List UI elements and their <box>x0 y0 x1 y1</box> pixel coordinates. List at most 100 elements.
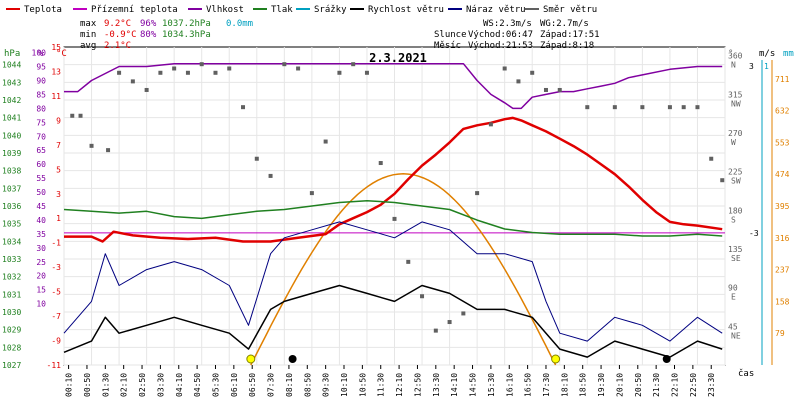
stats-max-press: 1037.2hPa <box>162 19 211 29</box>
moonset-marker <box>288 355 297 363</box>
x-tick-label: 02:10 <box>120 373 129 397</box>
wind-direction-point <box>667 105 672 110</box>
wind-direction-point <box>433 328 438 333</box>
temperature-tick-label: 11 <box>51 92 61 101</box>
wind-direction-point <box>557 87 562 92</box>
pressure-tick-label: 1040 <box>2 131 21 140</box>
humidity-tick-label: 10 <box>36 300 46 309</box>
pressure-tick-label: 1033 <box>2 255 21 264</box>
x-axis: 00:10 00:50 01:30 02:10 02:50 03:30 04:10 04:50… <box>65 365 716 397</box>
wind-dir-tick-label: 360 <box>728 52 743 61</box>
wind-direction-point <box>323 139 328 144</box>
stats-min-label: min <box>80 30 96 40</box>
wind-dir-tick-compass: W <box>731 138 736 147</box>
pressure-tick-label: 1028 <box>2 343 21 352</box>
humidity-tick-label: 85 <box>36 90 46 99</box>
wind-direction-point <box>172 66 177 71</box>
wind-direction-point <box>144 87 149 92</box>
legend-label: Přízemní teplota <box>91 5 178 15</box>
temperature-tick-label: 13 <box>51 67 61 76</box>
pressure-tick-label: 1043 <box>2 78 21 87</box>
humidity-tick-label: 60 <box>36 160 46 169</box>
humidity-tick-label: 20 <box>36 272 46 281</box>
solar-radiation-curve <box>250 173 557 366</box>
legend-label: Tlak <box>271 5 293 15</box>
wind-direction-point <box>640 105 645 110</box>
humidity-tick-label: 95 <box>36 63 46 72</box>
x-tick-label: 10:10 <box>340 373 349 397</box>
x-tick-label: 22:50 <box>689 373 698 397</box>
wind-dir-tick-compass: NE <box>731 331 741 340</box>
x-tick-label: 08:50 <box>303 373 312 397</box>
humidity-tick-label: 65 <box>36 146 46 155</box>
x-tick-label: 16:50 <box>524 373 533 397</box>
solar-tick-label: 395 <box>775 202 790 211</box>
pressure-tick-label: 1039 <box>2 149 21 158</box>
wind-direction-point <box>89 143 94 148</box>
legend-label: Rychlost větru <box>368 5 444 15</box>
wind-direction-point <box>530 70 535 75</box>
wind-direction-point <box>585 105 590 110</box>
wind-direction-point <box>70 113 75 118</box>
legend-label: Vlhkost <box>206 5 244 15</box>
sun-set: Západ:17:51 <box>540 30 600 40</box>
legend-label: Náraz větru <box>466 5 526 15</box>
humidity-tick-label: 25 <box>36 258 46 267</box>
legend-label: Teplota <box>24 5 62 15</box>
humidity-tick-label: 80 <box>36 104 46 113</box>
pressure-tick-label: 1035 <box>2 220 21 229</box>
x-tick-label: 20:50 <box>634 373 643 397</box>
humidity-tick-label: 50 <box>36 188 46 197</box>
sunset-marker <box>551 354 561 364</box>
rain-tick-label: 1 <box>764 62 769 71</box>
sun-rise: Východ:06:47 <box>468 30 533 40</box>
data-series <box>63 62 725 366</box>
wind-direction-point <box>351 62 356 67</box>
solar-tick-label: 237 <box>775 266 790 275</box>
wind-direction-point <box>117 70 122 75</box>
wind-speed-unit: m/s <box>759 49 775 59</box>
pressure-tick-label: 1042 <box>2 96 21 105</box>
wind-direction-point <box>461 311 466 316</box>
x-tick-label: 18:50 <box>579 373 588 397</box>
wind-speed-tick-label: -3 <box>749 229 759 238</box>
wind-direction-point <box>406 259 411 264</box>
stats-min-temp: -0.9°C <box>104 30 137 40</box>
wind-gust-line <box>63 221 723 342</box>
humidity-tick-label: 35 <box>36 230 46 239</box>
wind-dir-tick-label: 315 <box>728 90 743 99</box>
humidity-tick-label: 30 <box>36 244 46 253</box>
moon-set: Západ:8:18 <box>540 41 594 51</box>
wind-direction-point <box>185 70 190 75</box>
wind-dir-tick-label: 135 <box>728 245 743 254</box>
wind-dir-tick-label: 180 <box>728 206 743 215</box>
x-tick-label: 07:30 <box>267 373 276 397</box>
x-tick-label: 04:50 <box>193 373 202 397</box>
x-tick-label: 02:50 <box>138 373 147 397</box>
x-tick-label: 13:30 <box>432 373 441 397</box>
sun-label: Slunce <box>434 30 467 40</box>
humidity-tick-label: 55 <box>36 174 46 183</box>
solar-tick-label: 711 <box>775 75 790 84</box>
x-tick-label: 22:10 <box>671 373 680 397</box>
wind-direction-point <box>309 191 314 196</box>
humidity-tick-label: 15 <box>36 286 46 295</box>
wind-direction-point <box>709 156 714 161</box>
wind-direction-point <box>254 156 259 161</box>
wind-direction-point <box>337 70 342 75</box>
solar-tick-label: 474 <box>775 170 790 179</box>
sunrise-marker <box>246 354 256 364</box>
temperature-unit: °C <box>56 49 67 59</box>
legend-label: Srážky <box>314 5 347 15</box>
wind-dir-tick-compass: N <box>731 61 736 70</box>
temperature-tick-label: -9 <box>51 337 61 346</box>
x-tick-label: 12:50 <box>413 373 422 397</box>
pressure-tick-label: 1038 <box>2 167 21 176</box>
wind-dir-tick-label: 225 <box>728 168 743 177</box>
stats-min-press: 1034.3hPa <box>162 30 211 40</box>
wg-value: WG:2.7m/s <box>540 19 589 29</box>
x-tick-label: 09:30 <box>322 373 331 397</box>
x-tick-label: 19:30 <box>597 373 606 397</box>
wind-direction-point <box>213 70 218 75</box>
stats-max-rain: 0.0mm <box>226 19 253 29</box>
